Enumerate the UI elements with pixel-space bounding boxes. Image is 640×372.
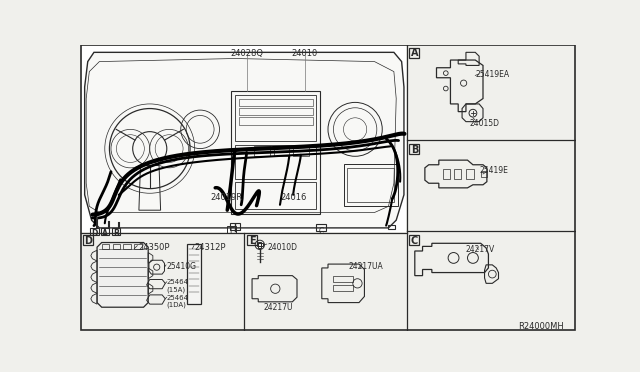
Text: E: E <box>249 235 256 246</box>
Bar <box>481 171 487 177</box>
Text: 25419E: 25419E <box>479 166 508 175</box>
Bar <box>410 235 419 245</box>
Bar <box>466 169 474 179</box>
Text: 25410G: 25410G <box>167 262 197 271</box>
Bar <box>443 169 451 179</box>
Bar <box>254 146 270 155</box>
Bar <box>187 244 201 304</box>
Text: A: A <box>102 229 108 238</box>
Text: E: E <box>228 227 234 236</box>
Bar <box>348 168 394 202</box>
Bar <box>239 117 312 125</box>
Text: 24019R: 24019R <box>210 193 243 202</box>
Bar <box>410 48 419 58</box>
Bar <box>90 228 99 235</box>
Text: B: B <box>113 229 118 238</box>
Text: 24217U: 24217U <box>264 303 293 312</box>
Text: 24010D: 24010D <box>268 243 298 251</box>
Text: 24217V: 24217V <box>465 245 495 254</box>
Text: 24015D: 24015D <box>469 119 499 128</box>
Text: 24312P: 24312P <box>195 243 226 251</box>
Bar <box>388 225 395 230</box>
Polygon shape <box>97 243 148 307</box>
Text: C: C <box>411 235 418 246</box>
Bar <box>410 144 419 154</box>
Text: B: B <box>411 145 418 155</box>
Text: 24217UA: 24217UA <box>349 262 383 271</box>
Bar <box>333 285 353 291</box>
Bar <box>134 244 142 249</box>
Bar <box>274 146 289 155</box>
Bar <box>333 276 353 282</box>
Bar <box>113 244 120 249</box>
Text: D: D <box>84 235 92 246</box>
Bar <box>239 108 312 115</box>
Bar <box>230 223 239 230</box>
Polygon shape <box>84 52 404 228</box>
Bar <box>316 224 326 231</box>
Bar <box>124 244 131 249</box>
Bar <box>101 228 109 235</box>
Text: C: C <box>319 227 324 236</box>
Text: 24350P: 24350P <box>138 243 170 251</box>
Bar <box>231 91 320 214</box>
Bar <box>235 95 316 141</box>
Bar <box>102 244 109 249</box>
Bar <box>344 164 397 206</box>
Text: 24028Q: 24028Q <box>230 49 263 58</box>
Bar <box>235 145 316 179</box>
Bar <box>239 99 312 106</box>
Text: 25419EA: 25419EA <box>476 70 509 79</box>
Bar <box>83 235 93 245</box>
Bar <box>235 182 316 209</box>
Bar <box>293 146 308 155</box>
Text: 25464
(15A): 25464 (15A) <box>167 279 189 293</box>
Bar <box>248 235 257 245</box>
Text: D: D <box>91 229 97 238</box>
Text: 24016: 24016 <box>280 193 307 202</box>
Text: 25464
(1DA): 25464 (1DA) <box>167 295 189 308</box>
Text: R24000MH: R24000MH <box>518 322 564 331</box>
Text: 24010: 24010 <box>292 49 318 58</box>
Bar <box>227 226 236 233</box>
Text: A: A <box>411 48 418 58</box>
Bar <box>454 169 461 179</box>
Bar <box>112 228 120 235</box>
Bar <box>81 46 406 232</box>
